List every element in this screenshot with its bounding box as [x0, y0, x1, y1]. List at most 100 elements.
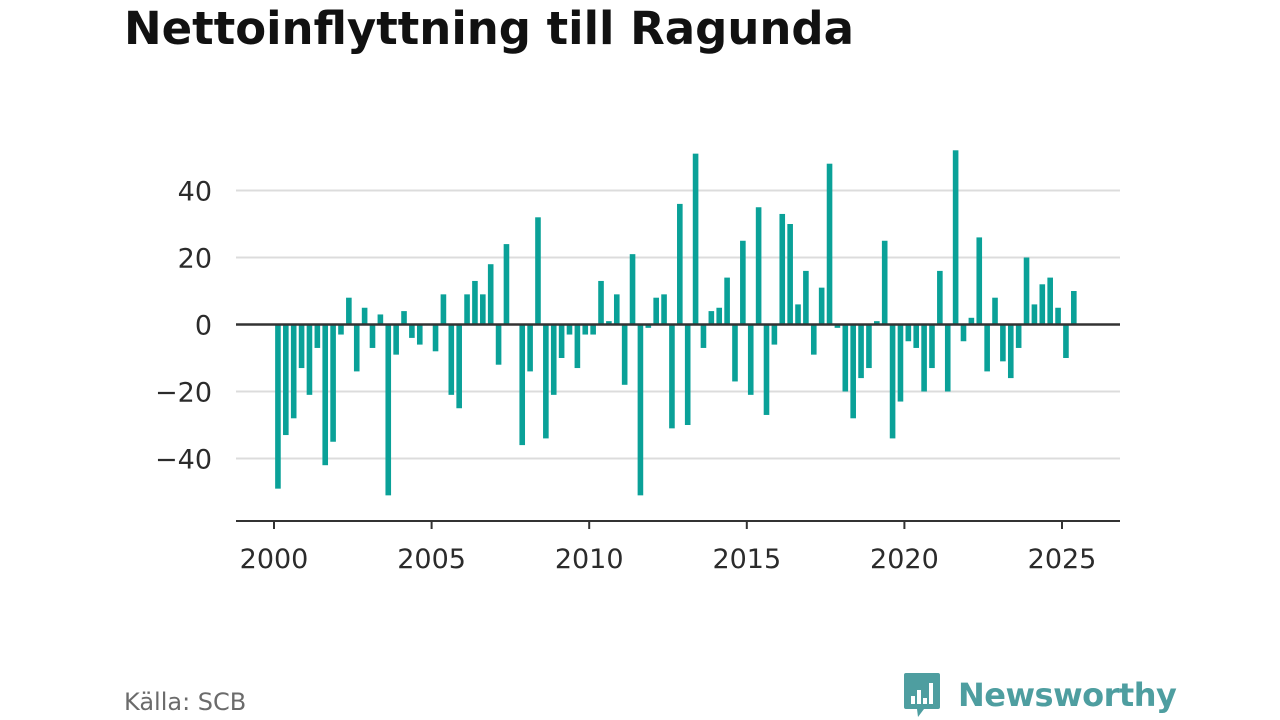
bar: [881, 240, 888, 325]
bar: [330, 324, 336, 442]
bar: [1023, 257, 1030, 325]
bar: [416, 324, 423, 345]
bar: [385, 324, 392, 496]
bar: [535, 217, 541, 325]
bar: [858, 324, 864, 379]
bar: [740, 240, 746, 325]
bar: [771, 324, 778, 345]
bar: [755, 207, 762, 325]
tick-labels: 40 20 0 −20 −40 2000 2005 2010 2015 2020 2025: [155, 177, 1096, 576]
y-tick-label: −40: [155, 445, 212, 476]
x-tick-label: 2015: [712, 544, 781, 575]
bar: [361, 307, 368, 325]
bar: [834, 324, 841, 328]
bar: [708, 311, 715, 325]
bar: [913, 324, 920, 348]
bar: [566, 324, 573, 335]
bar: [976, 237, 983, 325]
bar: [889, 324, 896, 439]
bar: [472, 280, 478, 325]
bar: [1000, 324, 1006, 362]
bar: [1047, 277, 1053, 325]
bar: [874, 321, 880, 325]
bar: [346, 297, 352, 325]
y-tick-label: −20: [155, 378, 212, 409]
bar: [842, 324, 849, 392]
bar: [897, 324, 904, 402]
bar: [937, 270, 943, 325]
bar: [1015, 324, 1022, 348]
bar: [952, 150, 959, 325]
brand-logo: Newsworthy: [902, 670, 1177, 720]
bar: [456, 324, 462, 409]
bar: [598, 280, 604, 325]
bar: [558, 324, 565, 358]
bar: [353, 324, 360, 372]
bar: [440, 294, 447, 325]
bar: [401, 311, 407, 325]
bar: [1055, 307, 1061, 325]
bar: [574, 324, 581, 369]
bar: [519, 324, 526, 446]
bar: [984, 324, 990, 372]
bar: [944, 324, 951, 392]
bar: [763, 324, 770, 415]
bar: [613, 294, 620, 325]
bar: [629, 254, 636, 325]
chart-title: Nettoinflyttning till Ragunda: [124, 2, 854, 55]
bar: [716, 307, 723, 325]
bar: [298, 324, 305, 369]
bar: [921, 324, 927, 392]
x-tick-label: 2010: [555, 544, 624, 575]
source-note: Källa: SCB: [124, 688, 247, 716]
bar: [448, 324, 455, 395]
bar: [810, 324, 817, 355]
bar: [803, 270, 809, 325]
bar: [464, 294, 470, 325]
bar: [409, 324, 415, 338]
axes: [236, 323, 1120, 529]
bar: [747, 324, 754, 395]
bar: [960, 324, 967, 342]
bar: [550, 324, 557, 395]
bar: [787, 224, 793, 325]
bar-series: [275, 150, 1077, 496]
bar: [1031, 304, 1038, 325]
bar: [503, 244, 510, 325]
x-tick-label: 2000: [240, 544, 309, 575]
bar: [487, 264, 494, 325]
bar: [992, 297, 998, 325]
x-tick-label: 2025: [1028, 544, 1097, 575]
x-tick-label: 2020: [870, 544, 939, 575]
bar: [732, 324, 738, 382]
bar: [661, 294, 667, 325]
bar: [1039, 284, 1046, 325]
bar: [393, 324, 399, 355]
bar: [606, 321, 612, 325]
bar: [645, 324, 652, 328]
y-tick-label: 0: [195, 311, 212, 342]
bar: [290, 324, 297, 419]
bar: [621, 324, 628, 385]
bar: [480, 294, 486, 325]
brand-name: Newsworthy: [958, 676, 1177, 714]
bar: [369, 324, 376, 348]
bar: [700, 324, 707, 348]
bar: [637, 324, 644, 496]
newsworthy-logo-icon: [904, 673, 940, 717]
bar: [582, 324, 589, 335]
bar: [1007, 324, 1014, 379]
bar: [677, 203, 683, 325]
bar: [653, 297, 659, 325]
bar: [377, 314, 384, 325]
bar: [314, 324, 321, 348]
y-tick-label: 20: [178, 244, 212, 275]
bar: [1071, 291, 1077, 325]
bar: [306, 324, 313, 395]
bar: [527, 324, 533, 372]
bar: [779, 213, 786, 325]
bar: [495, 324, 502, 365]
bar: [275, 324, 281, 489]
